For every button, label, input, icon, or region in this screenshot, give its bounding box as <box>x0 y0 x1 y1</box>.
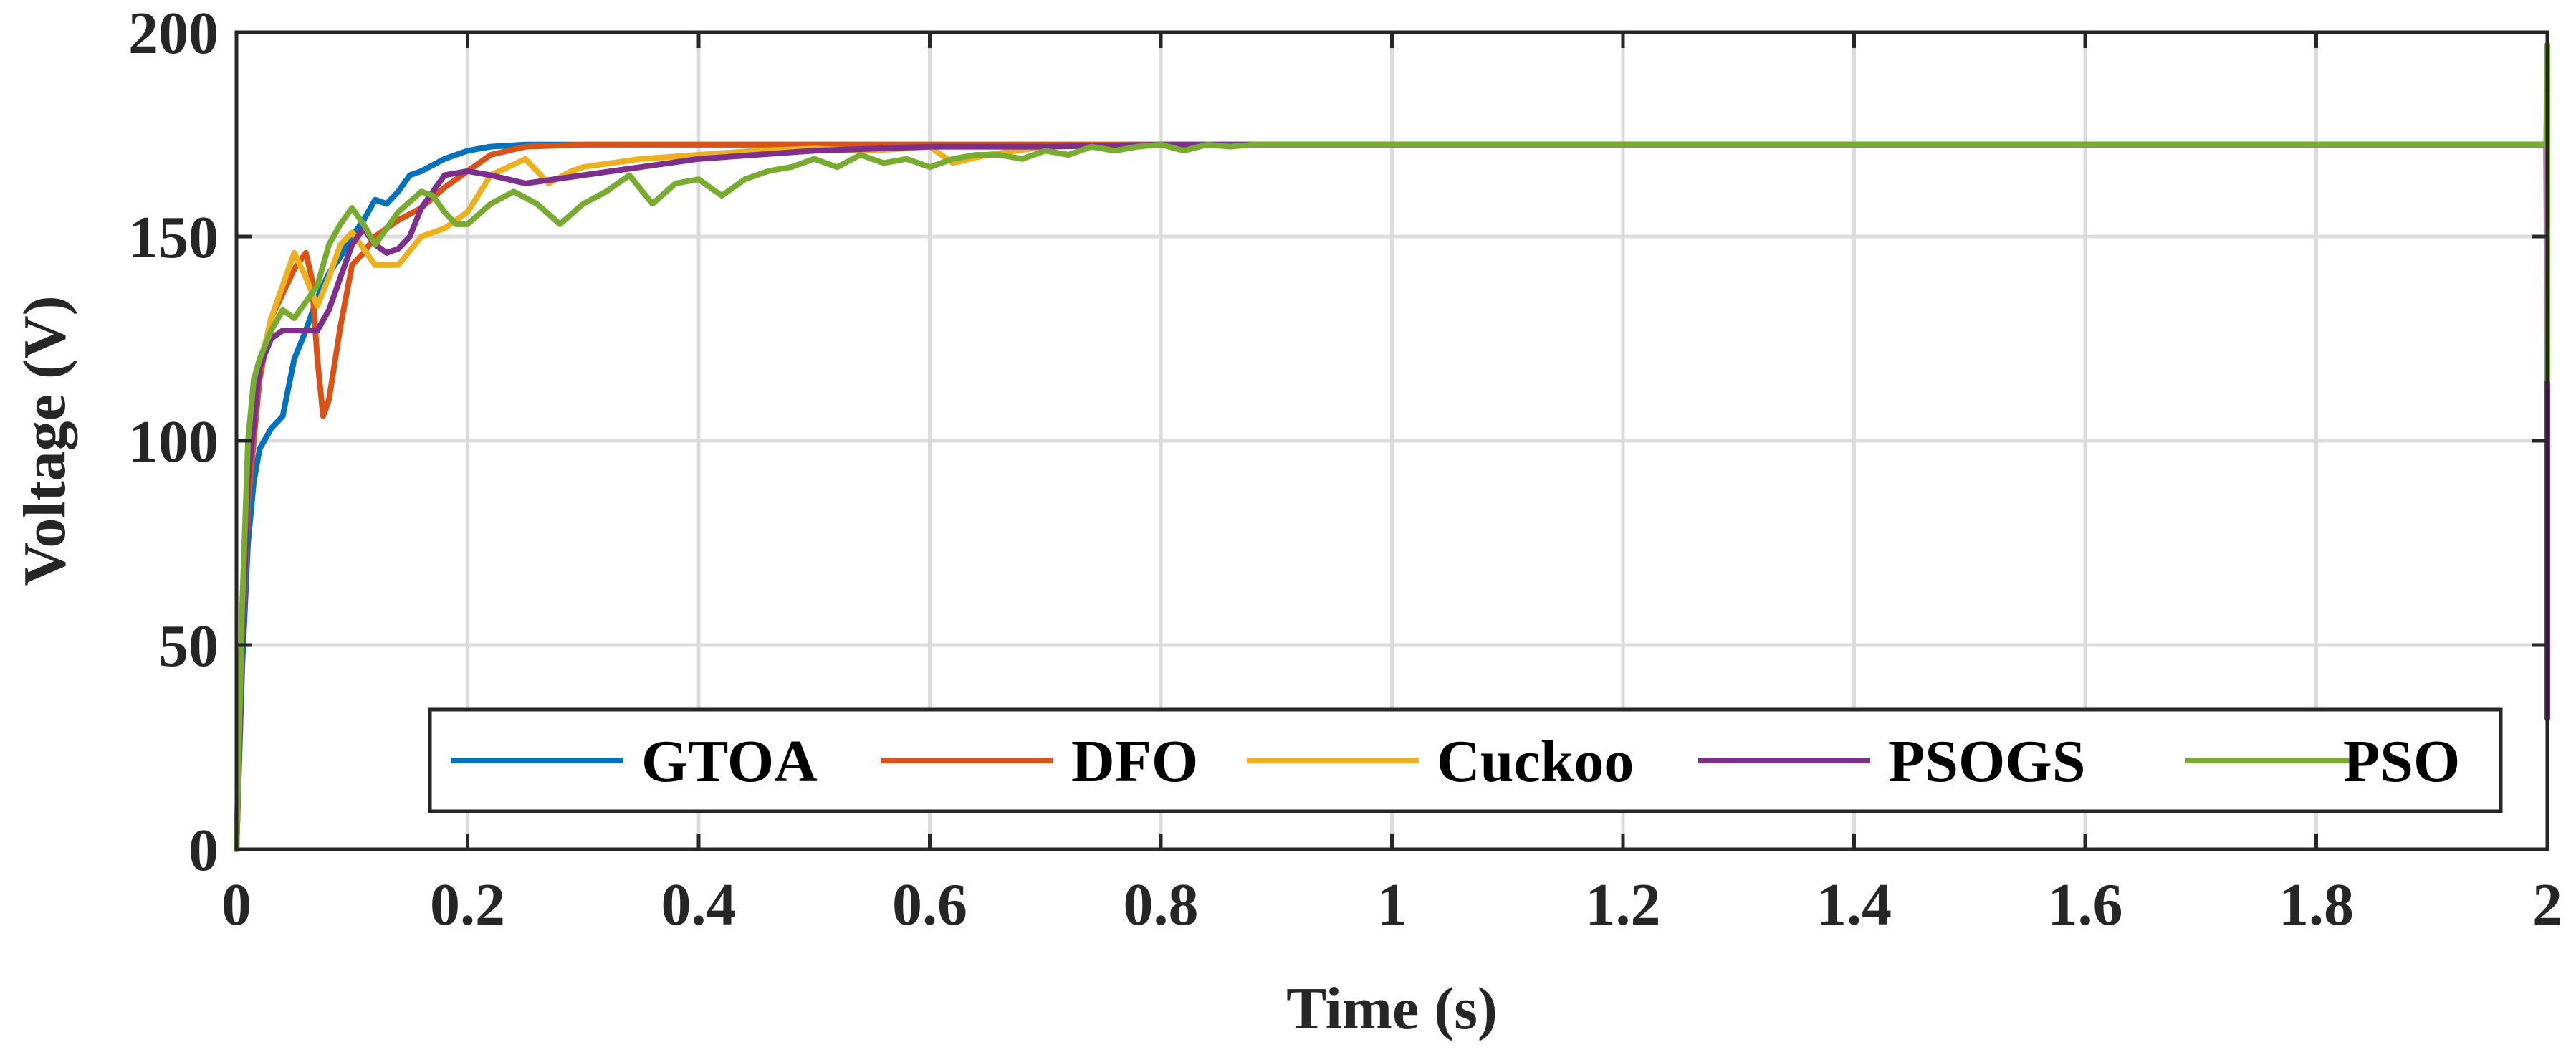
series-group <box>234 42 2550 852</box>
x-tick-label: 0.6 <box>892 872 967 938</box>
x-axis-title: Time (s) <box>1286 975 1498 1042</box>
x-tick-label: 0.8 <box>1124 872 1199 938</box>
x-tick-label: 0 <box>221 872 252 938</box>
x-tick-label: 1 <box>1377 872 1407 938</box>
y-tick-label: 200 <box>128 0 219 67</box>
legend-label-gtoa: GTOA <box>641 728 818 795</box>
y-axis-title: Voltage (V) <box>11 295 78 586</box>
legend: GTOA DFO Cuckoo PSOGS PSO <box>428 707 2503 813</box>
legend-label-dfo: DFO <box>1071 728 1198 795</box>
y-tick-label: 100 <box>128 409 219 475</box>
x-tick-label: 0.4 <box>661 872 737 938</box>
series-line-psogs <box>234 141 2550 852</box>
x-tick-label: 1.2 <box>1586 872 1661 938</box>
x-tick-label: 1.8 <box>2279 872 2354 938</box>
series-line-pso <box>234 42 2550 852</box>
y-tick-label: 50 <box>158 613 219 679</box>
x-tick-label: 1.6 <box>2048 872 2123 938</box>
x-tick-label: 0.2 <box>430 872 505 938</box>
legend-box <box>428 707 2503 813</box>
x-tick-label: 2 <box>2532 872 2562 938</box>
legend-label-cuckoo: Cuckoo <box>1437 728 1634 795</box>
x-tick-label: 1.4 <box>1816 872 1892 938</box>
y-tick-label: 150 <box>128 204 219 271</box>
y-tick-label: 0 <box>188 817 219 884</box>
legend-label-psogs: PSOGS <box>1888 728 2085 795</box>
legend-label-pso: PSO <box>2343 728 2460 795</box>
tick-labels: 0 0.2 0.4 0.6 0.8 1 1.2 1.4 1.6 1.8 2 0 50 100 150 200 <box>128 0 2562 938</box>
